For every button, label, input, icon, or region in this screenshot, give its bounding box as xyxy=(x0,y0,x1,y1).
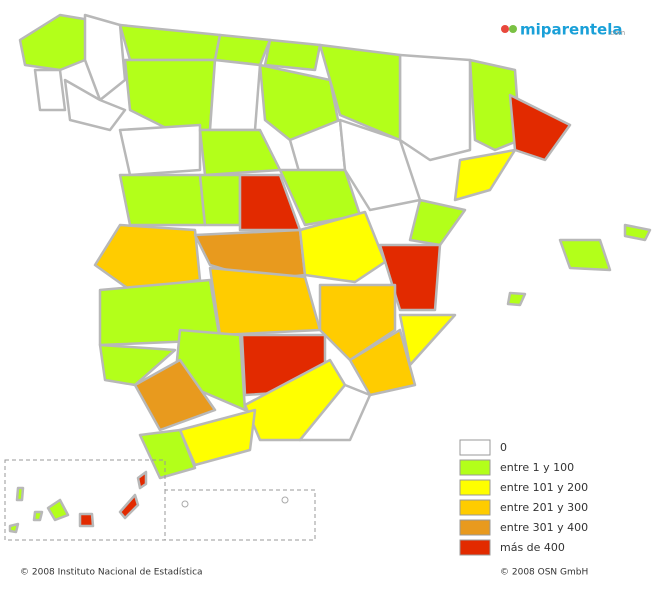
province xyxy=(506,291,527,307)
legend-label: entre 101 y 200 xyxy=(500,481,588,494)
province xyxy=(398,53,472,162)
province xyxy=(338,118,422,212)
legend-swatch xyxy=(459,439,491,456)
province xyxy=(118,123,202,177)
province xyxy=(453,148,517,202)
logo: miparentela .com xyxy=(501,21,625,39)
province xyxy=(198,173,242,227)
province xyxy=(208,266,322,337)
province xyxy=(133,358,217,432)
legend-label: 0 xyxy=(500,441,507,454)
province xyxy=(32,510,44,522)
province xyxy=(46,498,70,522)
ceuta xyxy=(181,500,189,508)
legend-label: entre 201 y 300 xyxy=(500,501,588,514)
province xyxy=(118,23,222,62)
canary-box xyxy=(4,459,316,541)
logo-text: miparentela xyxy=(520,21,623,39)
province xyxy=(118,173,207,227)
province xyxy=(15,486,25,502)
province xyxy=(78,512,95,528)
province xyxy=(398,313,457,367)
legend-label: entre 301 y 400 xyxy=(500,521,588,534)
legend-swatch xyxy=(459,479,491,496)
province xyxy=(18,13,92,72)
province xyxy=(93,223,202,292)
legend-label: más de 400 xyxy=(500,541,565,554)
province xyxy=(468,58,522,152)
province xyxy=(623,223,652,242)
legend-swatch xyxy=(459,539,491,556)
province xyxy=(318,43,402,142)
province xyxy=(63,78,127,132)
footer-right: © 2008 OSN GmbH xyxy=(500,568,588,578)
logo-icon xyxy=(501,25,509,33)
footer-left: © 2008 Instituto Nacional de Estadística xyxy=(20,568,203,578)
province xyxy=(138,428,197,480)
province xyxy=(83,13,127,102)
province xyxy=(208,58,262,132)
province xyxy=(33,68,67,112)
province xyxy=(118,493,140,520)
province xyxy=(508,93,572,162)
province xyxy=(263,38,322,72)
legend-swatch xyxy=(459,459,491,476)
province xyxy=(136,470,148,490)
province xyxy=(298,383,372,442)
legend-swatch xyxy=(459,499,491,516)
provinces xyxy=(8,13,652,534)
melilla xyxy=(281,496,289,504)
province xyxy=(408,198,467,247)
province xyxy=(558,238,612,272)
province xyxy=(8,522,20,534)
logo-suffix: .com xyxy=(608,29,625,37)
legend-swatch xyxy=(459,519,491,536)
legend-label: entre 1 y 100 xyxy=(500,461,574,474)
province xyxy=(298,210,387,284)
province xyxy=(318,283,397,362)
province xyxy=(198,128,282,177)
logo-icon xyxy=(509,25,517,33)
legend: 0 entre 1 y 100 entre 101 y 200 entre 201 y… xyxy=(459,439,588,556)
province xyxy=(348,328,417,397)
province xyxy=(123,58,217,132)
